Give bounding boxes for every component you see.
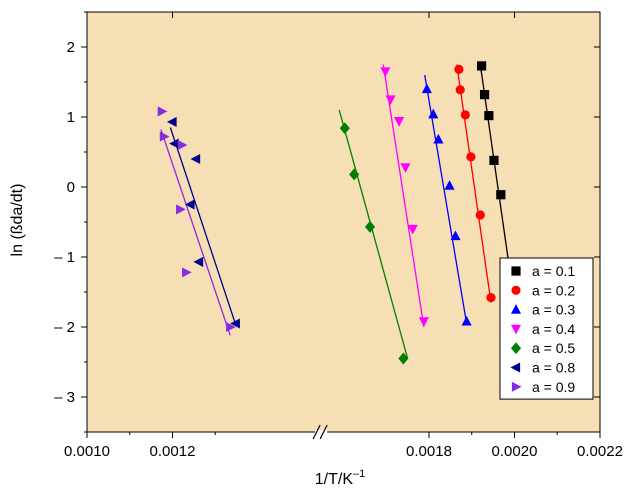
data-point [466, 152, 476, 162]
data-point [454, 64, 464, 74]
y-tick-label: – 1 [54, 249, 75, 266]
legend-label: a = 0.8 [532, 360, 575, 376]
legend-marker [510, 324, 522, 335]
data-point [190, 153, 201, 165]
data-point [364, 220, 376, 233]
data-point [496, 190, 506, 200]
legend-label: a = 0.9 [532, 379, 575, 395]
data-point [479, 90, 490, 100]
data-point [475, 210, 485, 220]
data-point [461, 315, 472, 326]
fit-line [382, 64, 425, 328]
fit-line [456, 64, 492, 303]
data-point [421, 83, 432, 94]
data-point [182, 267, 192, 278]
data-point [380, 67, 391, 78]
data-point [349, 168, 360, 181]
data-point [433, 133, 444, 144]
data-point [176, 204, 186, 215]
x-tick-label: 0.0018 [406, 443, 452, 460]
data-point [230, 318, 240, 329]
data-point [455, 85, 465, 95]
data-point [394, 117, 405, 127]
data-point [428, 108, 439, 119]
fit-line [160, 129, 231, 336]
y-tick-label: – 3 [54, 389, 75, 406]
x-tick-label: 0.0022 [577, 443, 623, 460]
axis-break-slash [312, 424, 321, 440]
y-axis-title: ln (ßda/dt) [9, 184, 26, 257]
fit-line [338, 109, 409, 359]
y-tick-label: 0 [67, 179, 75, 196]
y-tick-label: 2 [67, 39, 75, 56]
x-axis-break-mark [312, 424, 328, 440]
y-tick-label: – 2 [54, 319, 75, 336]
data-point [489, 155, 499, 165]
data-point [450, 230, 461, 241]
data-point [484, 111, 494, 121]
data-point [400, 163, 411, 173]
fit-line [479, 64, 514, 289]
data-point [398, 352, 409, 365]
legend-label: a = 0.1 [532, 263, 575, 279]
x-axis-ticks: 0.0010 0.0012 0.0018 0.0020 0.0022 [64, 12, 623, 460]
data-points [157, 61, 517, 365]
data-point [226, 321, 236, 333]
y-tick-label: 1 [67, 109, 75, 126]
data-point [385, 95, 396, 106]
fit-line [169, 127, 237, 326]
legend-marker [511, 285, 521, 295]
data-point [166, 116, 177, 127]
legend-marker [510, 342, 522, 355]
y-axis-ticks: 2 1 0 – 1 – 2 – 3 [54, 11, 600, 433]
data-point [193, 256, 204, 267]
legend-marker [510, 362, 521, 373]
axis-break-slash [319, 424, 328, 440]
data-point [157, 106, 168, 117]
axis-break-gap [315, 430, 328, 435]
legend-label: a = 0.5 [532, 340, 575, 356]
data-point [159, 131, 170, 142]
legend-marker [511, 266, 521, 276]
legend-label: a = 0.2 [532, 282, 575, 298]
data-point [177, 139, 188, 151]
data-point [339, 122, 350, 135]
legend-marker [510, 304, 522, 314]
x-tick-label: 0.0020 [492, 443, 538, 460]
data-point [407, 224, 418, 235]
data-point [444, 180, 455, 190]
legend-label: a = 0.4 [532, 321, 575, 337]
x-tick-label: 0.0010 [64, 443, 110, 460]
legend: a = 0.1 a = 0.2 a = 0.3 a = 0.4 a = 0.5 a = 0… [499, 257, 594, 400]
x-axis-title: 1/T/K–1 [315, 468, 365, 488]
legend-label: a = 0.3 [532, 302, 575, 318]
data-point [418, 317, 429, 327]
data-point [476, 61, 487, 71]
data-point [169, 138, 179, 149]
x-tick-label: 0.0012 [150, 443, 196, 460]
data-point [486, 293, 496, 303]
data-point [460, 110, 470, 120]
data-point [184, 199, 195, 210]
legend-marker [511, 381, 522, 392]
